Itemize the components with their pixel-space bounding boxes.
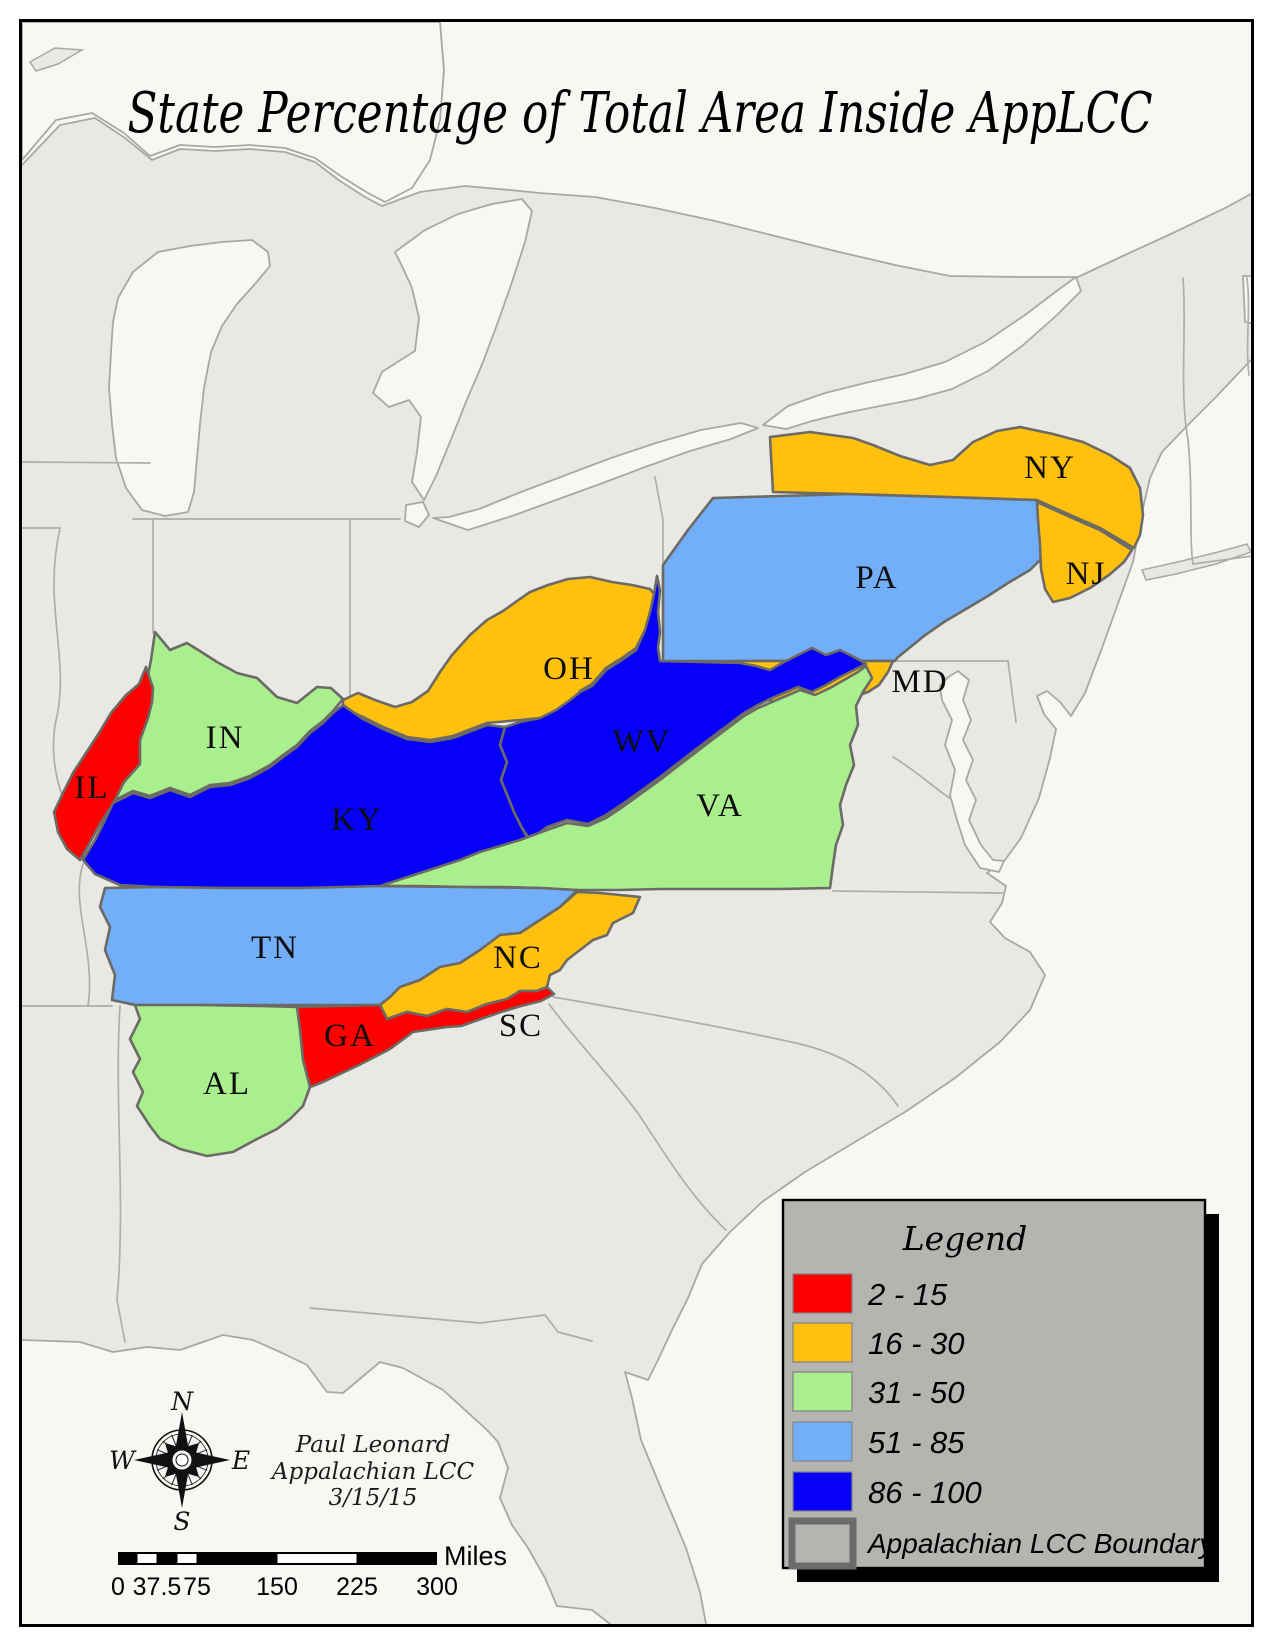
state-lines-south — [22, 890, 1003, 1343]
lake-michigan — [108, 239, 271, 517]
legend-panel: Legend 2 - 15 16 - 30 31 - 50 51 - 85 86… — [781, 1198, 1219, 1582]
state-label-ky: KY — [331, 802, 383, 838]
state-label-al: AL — [203, 1066, 251, 1102]
scale-tick-3: 150 — [256, 1573, 298, 1601]
state-label-va: VA — [696, 788, 743, 824]
state-label-ny: NY — [1024, 450, 1076, 486]
legend-swatch-31-50 — [792, 1371, 853, 1412]
attribution-org: Appalachian LCC — [270, 1459, 475, 1485]
state-label-oh: OH — [543, 651, 595, 687]
map-content: IL IN KY OH WV PA NY NJ MD VA TN NC SC G… — [22, 22, 1251, 1624]
state-label-tn: TN — [251, 930, 299, 966]
lake-huron — [372, 198, 533, 501]
state-region-al — [128, 1003, 312, 1158]
legend-label-86-100: 86 - 100 — [868, 1475, 982, 1510]
lake-ontario — [762, 276, 1082, 430]
state-label-md: MD — [891, 664, 948, 700]
legend-swatch-86-100 — [792, 1471, 853, 1512]
map-title: State Percentage of Total Area Inside Ap… — [128, 81, 1153, 146]
scale-tick-0: 0 — [111, 1573, 125, 1601]
attribution: Paul Leonard Appalachian LCC 3/15/15 — [270, 1432, 475, 1511]
state-lines-midwest — [22, 461, 664, 698]
scale-tick-5: 300 — [416, 1573, 458, 1601]
scale-unit-label: Miles — [444, 1541, 507, 1571]
legend-label-51-85: 51 - 85 — [868, 1425, 965, 1460]
legend-label-2-15: 2 - 15 — [867, 1277, 948, 1312]
attribution-author: Paul Leonard — [295, 1432, 451, 1458]
state-lines-northeast — [892, 277, 1251, 800]
legend-label-boundary: Appalachian LCC Boundary — [866, 1528, 1216, 1559]
state-label-ga: GA — [324, 1018, 376, 1054]
scale-bar: 0 37.5 75 150 225 300 Miles — [111, 1541, 507, 1601]
lake-erie — [432, 422, 759, 531]
state-label-nj: NJ — [1066, 556, 1107, 592]
state-region-wv — [498, 574, 868, 842]
state-label-sc: SC — [499, 1008, 543, 1044]
scale-tick-4: 225 — [336, 1573, 378, 1601]
lake-superior — [22, 22, 445, 203]
state-label-nc: NC — [493, 940, 543, 976]
chesapeake-bay — [939, 670, 1005, 873]
state-label-il: IL — [74, 770, 109, 806]
state-label-in: IN — [206, 720, 245, 756]
attribution-date: 3/15/15 — [329, 1485, 418, 1511]
north-coastline — [22, 117, 1251, 278]
legend-label-16-30: 16 - 30 — [868, 1326, 965, 1361]
state-region-va — [378, 664, 874, 892]
legend-swatch-51-85 — [792, 1421, 853, 1462]
legend-swatch-2-15 — [792, 1273, 853, 1314]
state-region-ga-sc — [295, 985, 556, 1089]
compass-south-label: S — [173, 1507, 190, 1536]
legend-swatch-16-30 — [792, 1322, 853, 1363]
legend-title: Legend — [902, 1219, 1027, 1258]
compass-north-label: N — [170, 1387, 194, 1416]
state-region-ny — [768, 425, 1145, 550]
scale-tick-2: 75 — [183, 1573, 211, 1601]
isle-royale — [28, 47, 85, 72]
lake-st-clair — [404, 501, 430, 528]
legend-label-31-50: 31 - 50 — [868, 1375, 965, 1410]
long-island — [1140, 543, 1251, 581]
state-label-pa: PA — [855, 560, 898, 596]
compass-west-label: W — [109, 1446, 137, 1475]
compass-east-label: E — [231, 1446, 250, 1475]
state-label-wv: WV — [613, 724, 672, 760]
state-region-il — [52, 665, 155, 862]
legend-box — [781, 1198, 1207, 1570]
scale-tick-1: 37.5 — [133, 1573, 182, 1601]
compass-rose: N E S W — [109, 1387, 250, 1536]
state-region-nj — [1035, 500, 1134, 604]
atlantic-gulf-coastline — [22, 359, 1251, 1624]
legend-swatch-boundary — [788, 1517, 857, 1570]
